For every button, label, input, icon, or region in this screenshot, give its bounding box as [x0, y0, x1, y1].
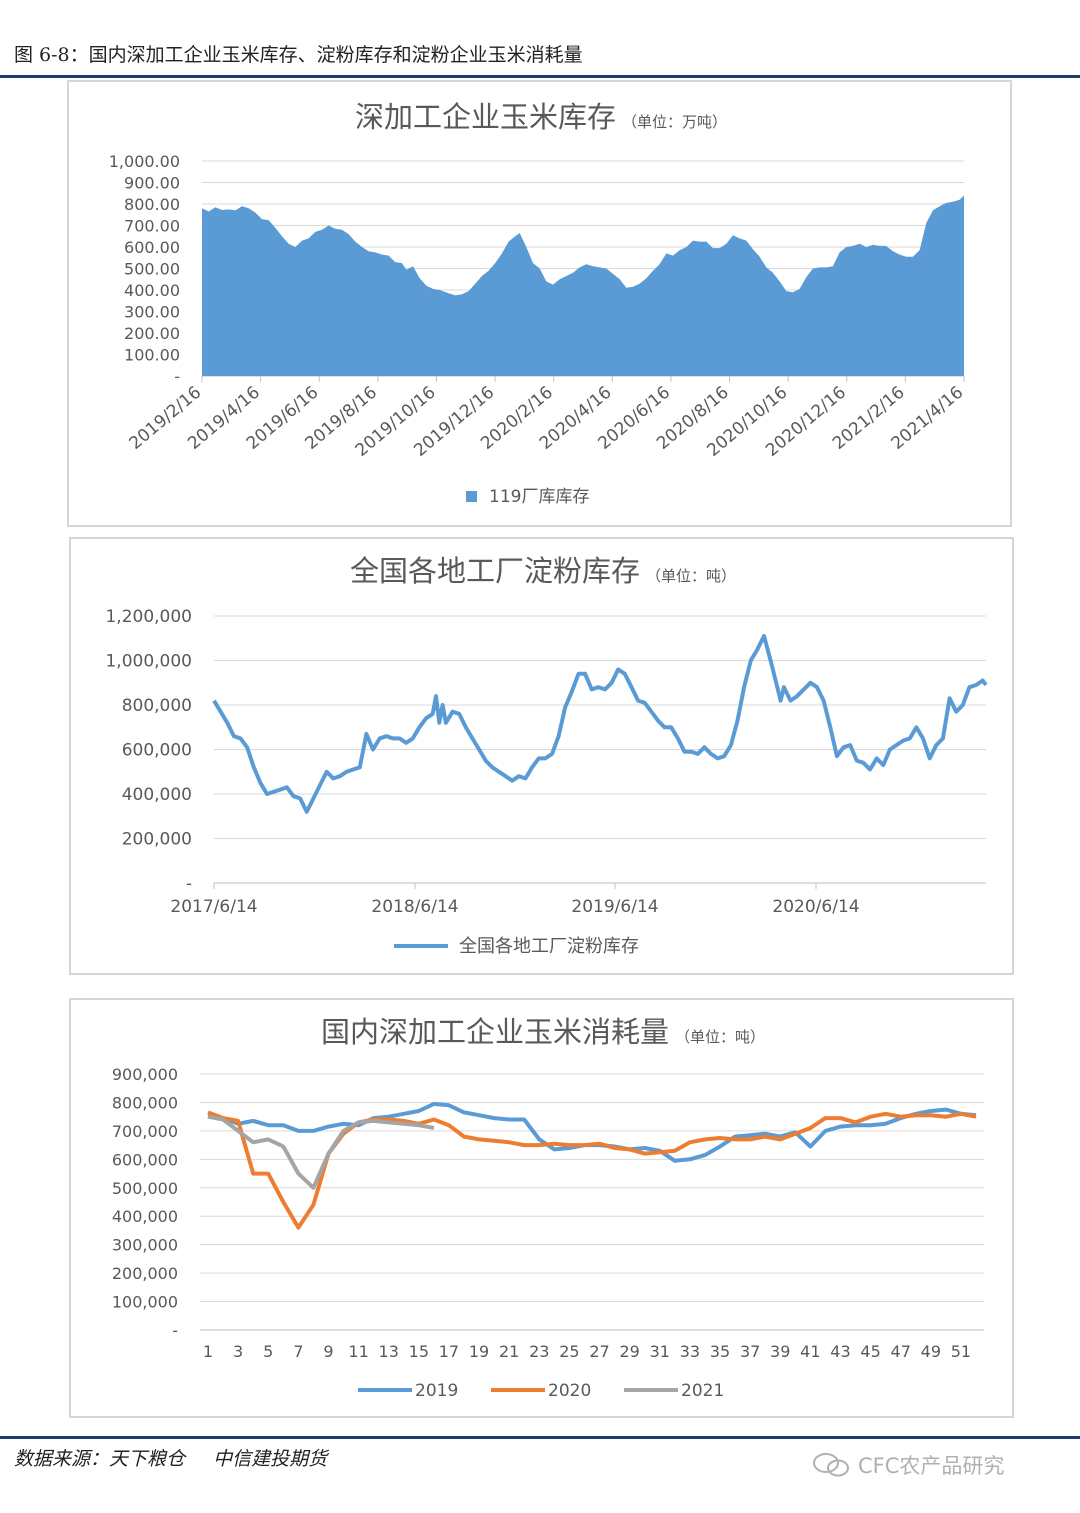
x-tick-label: 3 [233, 1342, 243, 1361]
x-tick-label: 29 [619, 1342, 639, 1361]
x-tick-label: 9 [323, 1342, 333, 1361]
chart-panel-corn-inventory: 深加工企业玉米库存 （单位：万吨） - 100.00 200.00 300.00 400.0… [67, 80, 1012, 527]
legend-label: 119厂库库存 [489, 487, 589, 507]
chart-title: 国内深加工企业玉米消耗量 （单位：吨） [321, 1015, 765, 1049]
line-series-2021 [207, 1114, 435, 1190]
legend-label: 全国各地工厂淀粉库存 [459, 936, 639, 957]
x-tick-label: 27 [589, 1342, 609, 1361]
x-tick-label: 2018/6/14 [371, 897, 458, 917]
x-tick-label: 2020/6/14 [772, 897, 859, 917]
top-rule [0, 75, 1080, 78]
x-tick-label: 21 [499, 1342, 519, 1361]
area-series-119 [202, 195, 964, 376]
y-tick-label: 700,000 [112, 1122, 178, 1141]
legend-label-2021: 2021 [681, 1381, 724, 1401]
corn-consumption-chart: 国内深加工企业玉米消耗量 （单位：吨） - 100,000 200,000 300,000… [112, 1015, 984, 1401]
y-tick-label: 800,000 [112, 1093, 178, 1112]
y-tick-label: 200.00 [124, 324, 180, 343]
corn-inventory-chart: 深加工企业玉米库存 （单位：万吨） - 100.00 200.00 300.00 400.0… [109, 100, 967, 507]
legend-label-2019: 2019 [415, 1381, 458, 1401]
source-org: 中信建投期货 [213, 1448, 328, 1470]
x-tick-label: 2019/6/14 [571, 897, 658, 917]
chart-panel-starch-inventory: 全国各地工厂淀粉库存 （单位：吨） - 200,000 400,000 600,000 80… [69, 537, 1014, 975]
bottom-rule [0, 1436, 1080, 1439]
x-tick-label: 11 [348, 1342, 368, 1361]
wechat-icon [813, 1453, 849, 1477]
x-tick-label: 45 [860, 1342, 880, 1361]
figure-title: 图 6-8：国内深加工企业玉米库存、淀粉库存和淀粉企业玉米消耗量 [14, 44, 583, 66]
y-tick-label: 200,000 [122, 830, 192, 850]
y-tick-label: 100,000 [112, 1293, 178, 1312]
y-tick-label: 600,000 [112, 1150, 178, 1169]
x-tick-label: 37 [740, 1342, 760, 1361]
y-tick-label: 1,200,000 [105, 607, 192, 627]
x-tick-label: 35 [710, 1342, 730, 1361]
y-tick-label: 300,000 [112, 1236, 178, 1255]
y-tick-label: 300.00 [124, 303, 180, 322]
watermark-text: CFC农产品研究 [858, 1454, 1005, 1478]
y-tick-label: 700.00 [124, 217, 180, 236]
y-tick-label: 1,000,000 [105, 652, 192, 672]
source-note: 数据来源：天下粮仓 中信建投期货 [14, 1444, 349, 1471]
y-tick-label: 800.00 [124, 195, 180, 214]
x-tick-label: 19 [469, 1342, 489, 1361]
y-tick-label: 600,000 [122, 741, 192, 761]
legend-label-2020: 2020 [548, 1381, 591, 1401]
y-tick-label: 500.00 [124, 260, 180, 279]
x-tick-label: 13 [379, 1342, 399, 1361]
x-tick-label: 17 [439, 1342, 459, 1361]
x-tick-label: 5 [263, 1342, 273, 1361]
chart-title: 深加工企业玉米库存 （单位：万吨） [355, 100, 727, 134]
starch-inventory-chart: 全国各地工厂淀粉库存 （单位：吨） - 200,000 400,000 600,000 80… [105, 554, 988, 957]
x-tick-label: 25 [559, 1342, 579, 1361]
y-tick-label: 500,000 [112, 1179, 178, 1198]
line-series-2019 [207, 1101, 977, 1163]
x-tick-label: 2017/6/14 [170, 897, 257, 917]
x-tick-label: 47 [891, 1342, 911, 1361]
x-tick-label: 49 [921, 1342, 941, 1361]
x-tick-label: 23 [529, 1342, 549, 1361]
y-tick-label: 100.00 [124, 346, 180, 365]
x-tick-label: 15 [409, 1342, 429, 1361]
y-tick-label: 900.00 [124, 174, 180, 193]
line-series-starch [212, 634, 988, 814]
x-tick-label: 33 [680, 1342, 700, 1361]
y-tick-label: 1,000.00 [109, 152, 180, 171]
y-tick-label: - [186, 874, 192, 894]
watermark: CFC农产品研究 [812, 1450, 1004, 1480]
x-tick-label: 7 [293, 1342, 303, 1361]
x-tick-label: 1 [203, 1342, 213, 1361]
chart-title: 全国各地工厂淀粉库存 （单位：吨） [350, 554, 736, 588]
y-tick-label: 400.00 [124, 281, 180, 300]
y-tick-label: 900,000 [112, 1065, 178, 1084]
legend-swatch [466, 491, 477, 502]
y-tick-label: - [174, 367, 180, 386]
x-tick-label: 31 [650, 1342, 670, 1361]
y-tick-label: 800,000 [122, 696, 192, 716]
source-label: 数据来源：天下粮仓 [14, 1448, 186, 1470]
x-tick-label: 39 [770, 1342, 790, 1361]
x-tick-label: 43 [830, 1342, 850, 1361]
x-tick-label: 41 [800, 1342, 820, 1361]
y-tick-label: - [172, 1321, 178, 1340]
y-tick-label: 400,000 [112, 1207, 178, 1226]
y-tick-label: 600.00 [124, 238, 180, 257]
y-tick-label: 200,000 [112, 1264, 178, 1283]
x-tick-label: 51 [951, 1342, 971, 1361]
y-tick-label: 400,000 [122, 785, 192, 805]
chart-panel-corn-consumption: 国内深加工企业玉米消耗量 （单位：吨） - 100,000 200,000 300,000… [69, 998, 1014, 1418]
